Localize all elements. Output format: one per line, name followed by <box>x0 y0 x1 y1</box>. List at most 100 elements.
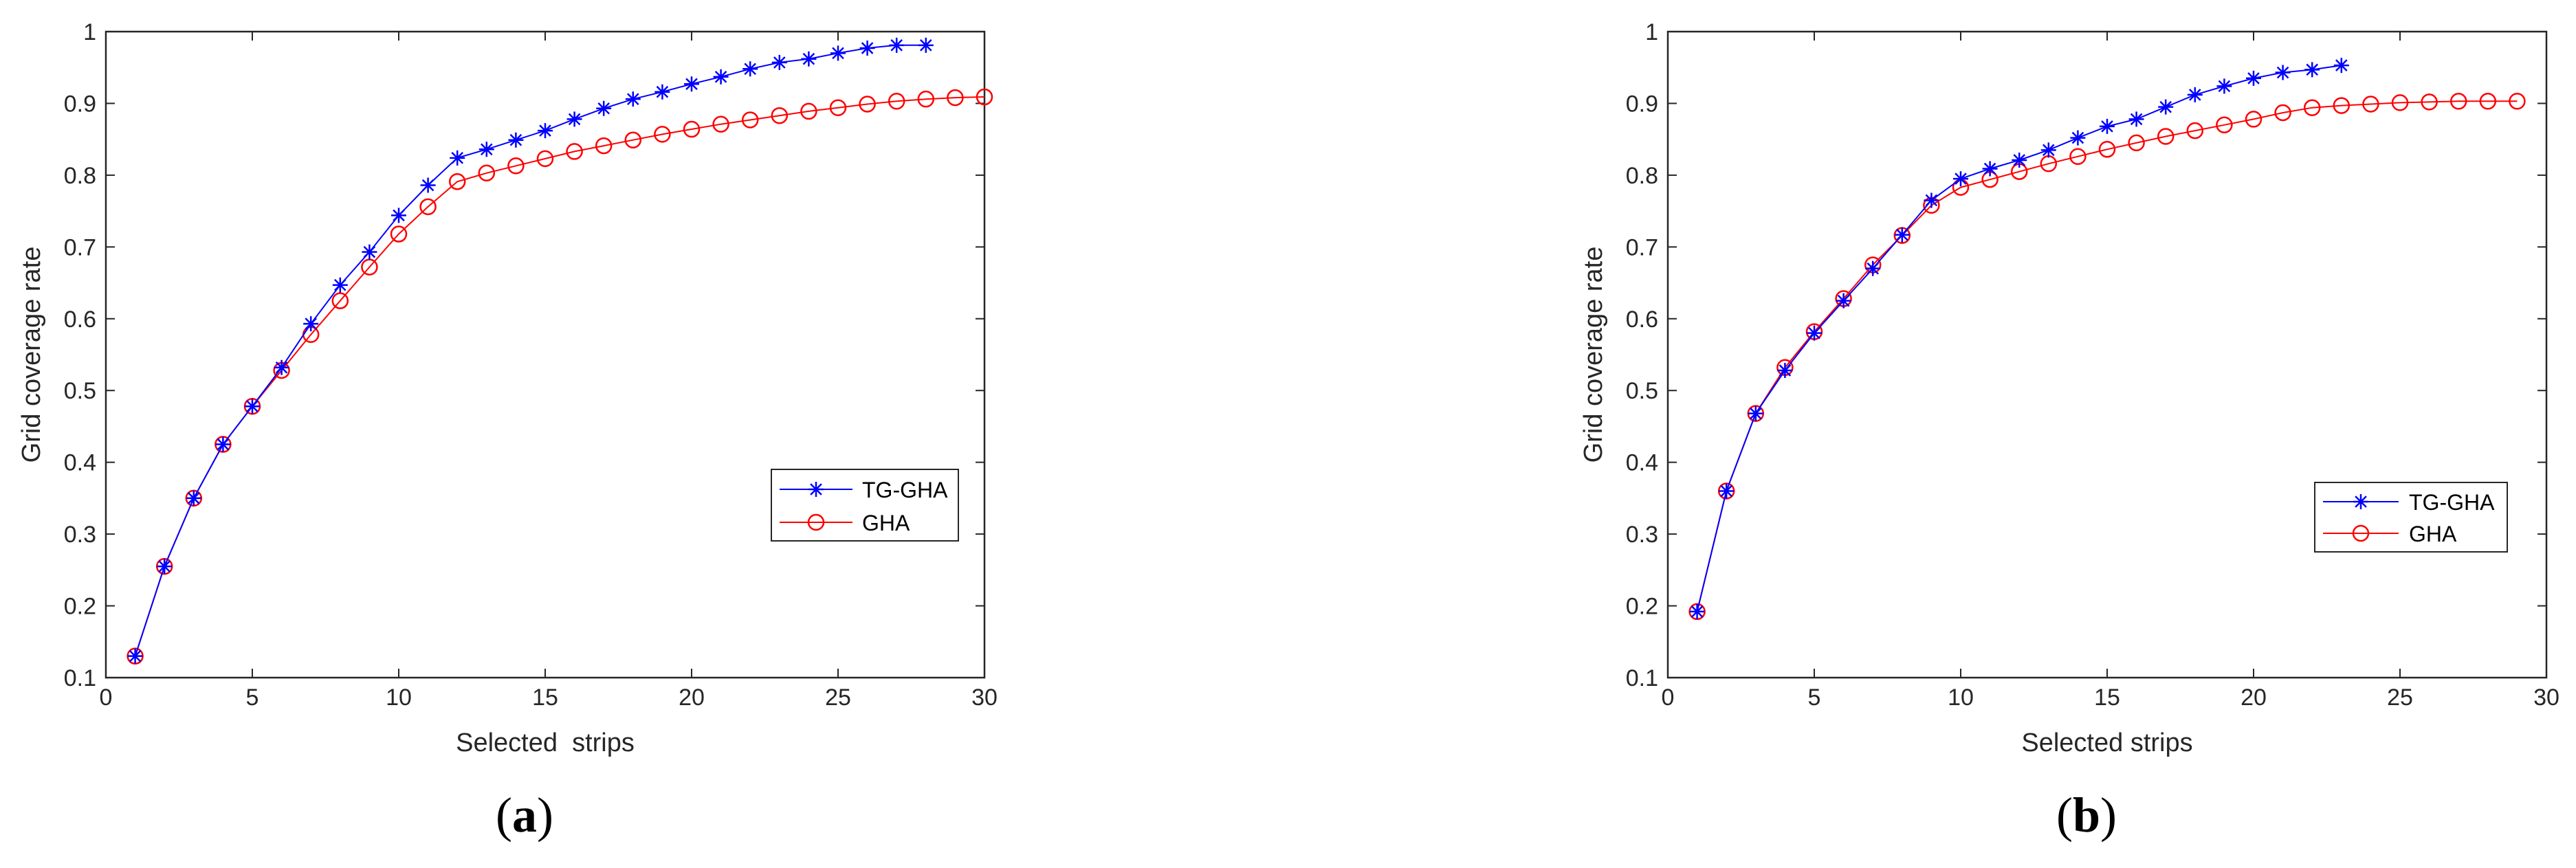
plot-area-frame <box>104 30 986 679</box>
chart-panel-a: 0 5 10 15 20 25 30 0.1 0.2 0.3 0.4 0.5 0.6 0.7 0.8 0.9 1… <box>17 19 998 843</box>
data-point <box>2157 128 2175 145</box>
legend: TG-GHA GHA <box>2314 482 2508 553</box>
data-point <box>1924 192 1939 208</box>
data-point <box>888 93 905 110</box>
legend-entry-gha: GHA <box>780 511 910 535</box>
data-point <box>771 54 787 70</box>
x-axis-label: Selected strips <box>2021 728 2192 757</box>
y-tick-label: 0.8 <box>64 163 96 189</box>
data-point <box>245 399 260 414</box>
data-point <box>478 142 494 157</box>
series-tg-gha <box>1689 58 2349 619</box>
legend-marker <box>2352 524 2370 542</box>
data-point <box>2450 93 2467 110</box>
y-tick-label: 0.1 <box>64 665 96 691</box>
data-point <box>215 436 231 452</box>
axis-ticks: 0 5 10 15 20 25 30 0.1 0.2 0.3 0.4 0.5 0.6 0.7 0.8 0.9 1 <box>1626 19 2560 711</box>
data-point <box>2246 70 2261 86</box>
legend: TG-GHA GHA <box>771 469 959 542</box>
legend-marker-asterisk-icon <box>808 482 824 497</box>
y-tick-label: 0.5 <box>1626 378 1658 404</box>
legend-marker-circle-icon <box>807 513 825 531</box>
data-point <box>2333 58 2349 74</box>
caption-letter: a <box>512 788 537 843</box>
data-point <box>2479 93 2497 110</box>
y-tick-label: 0.3 <box>1626 522 1658 548</box>
legend-label: TG-GHA <box>2409 490 2495 515</box>
data-point <box>595 137 613 155</box>
data-point <box>1836 293 1851 309</box>
data-point <box>596 100 612 116</box>
data-point <box>2128 134 2145 152</box>
y-tick-label: 0.2 <box>64 594 96 620</box>
data-point <box>2187 87 2203 102</box>
data-point <box>448 173 466 190</box>
y-tick-label: 0.7 <box>1626 234 1658 260</box>
data-point <box>771 107 789 124</box>
data-point <box>976 88 993 106</box>
data-point <box>889 37 905 53</box>
data-point <box>2333 97 2351 114</box>
x-tick-label: 10 <box>1948 685 1974 711</box>
data-point <box>362 244 377 260</box>
legend-label: GHA <box>862 511 910 535</box>
x-tick-label: 20 <box>2241 685 2267 711</box>
series-gha <box>126 88 993 665</box>
data-point <box>2100 118 2115 134</box>
data-point <box>390 225 408 243</box>
data-point <box>2362 96 2379 113</box>
data-point <box>420 177 436 193</box>
data-point <box>625 91 641 107</box>
y-tick-label: 0.6 <box>1626 307 1658 333</box>
legend-entry-gha: GHA <box>2323 522 2457 546</box>
data-point <box>507 157 525 175</box>
legend-box <box>2314 482 2508 553</box>
caption-close-paren: ) <box>537 788 553 843</box>
data-point <box>918 37 934 53</box>
data-point <box>2509 93 2526 110</box>
data-point <box>1953 171 1968 187</box>
data-point <box>2275 65 2291 80</box>
data-point <box>2304 62 2320 78</box>
legend-marker-asterisk-icon <box>2353 494 2368 509</box>
y-tick-label: 0.6 <box>64 307 96 333</box>
data-point <box>2303 99 2321 116</box>
x-tick-label: 20 <box>679 685 705 711</box>
data-point <box>829 99 847 116</box>
y-tick-label: 0.9 <box>64 91 96 117</box>
data-point <box>2391 94 2409 111</box>
chart-panel-b: 0 5 10 15 20 25 30 0.1 0.2 0.3 0.4 0.5 0.6 0.7 0.8 0.9 1… <box>1579 19 2560 843</box>
data-point <box>332 277 348 293</box>
data-point <box>1807 325 1822 341</box>
y-tick-label: 0.9 <box>1626 91 1658 117</box>
legend-marker-circle-icon <box>2352 524 2370 542</box>
data-point <box>419 198 437 216</box>
y-tick-label: 0.3 <box>64 522 96 548</box>
data-point <box>331 292 349 309</box>
data-point <box>2245 111 2263 128</box>
panel-caption: (a) <box>496 788 553 843</box>
data-point <box>508 132 524 148</box>
data-point <box>684 76 699 92</box>
legend-label: TG-GHA <box>862 478 948 502</box>
caption-open-paren: ( <box>2056 788 2073 843</box>
data-point <box>947 89 964 107</box>
data-point <box>303 316 319 332</box>
data-point <box>157 559 173 575</box>
y-tick-label: 0.1 <box>1626 665 1658 691</box>
data-point <box>391 208 406 223</box>
x-axis-label: Selected strips <box>456 728 635 757</box>
data-point <box>478 164 496 182</box>
series-tg-gha <box>127 37 934 664</box>
x-tick-label: 5 <box>1808 685 1821 711</box>
x-tick-label: 10 <box>386 685 412 711</box>
data-point <box>1689 603 1705 619</box>
data-point <box>2216 78 2232 94</box>
data-point <box>2040 142 2056 158</box>
data-point <box>2274 104 2291 122</box>
x-tick-label: 0 <box>1662 685 1675 711</box>
series-layer <box>1688 58 2526 621</box>
data-point <box>274 359 289 375</box>
data-point <box>1777 362 1793 378</box>
legend-box <box>771 469 959 542</box>
